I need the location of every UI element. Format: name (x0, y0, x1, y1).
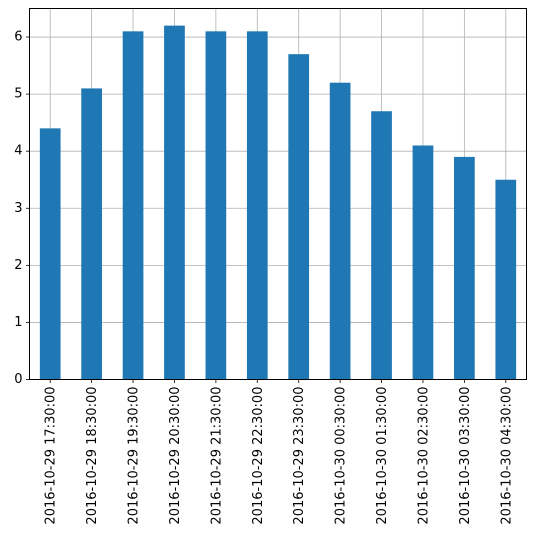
bar (495, 179, 517, 380)
bar (246, 31, 268, 380)
bar (329, 82, 351, 380)
y-tick-label: 5 (14, 87, 22, 102)
x-tick-label: 2016-10-30 01:30:00 (375, 386, 390, 524)
bar (288, 54, 310, 380)
x-tick-label: 2016-10-29 18:30:00 (85, 387, 100, 525)
x-tick-label: 2016-10-29 21:30:00 (209, 387, 224, 525)
x-tick-label: 2016-10-30 04:30:00 (499, 386, 514, 524)
x-tick-label: 2016-10-30 02:30:00 (416, 387, 431, 525)
x-tick-label: 2016-10-29 19:30:00 (127, 387, 142, 525)
y-tick-label: 3 (14, 201, 22, 216)
x-tick-label: 2016-10-30 03:30:00 (458, 387, 473, 525)
bar (454, 156, 475, 380)
y-tick-label: 1 (14, 315, 22, 330)
x-tick-label: 2016-10-30 00:30:00 (334, 387, 349, 525)
bar (39, 128, 61, 380)
x-tick-label: 2016-10-29 23:30:00 (292, 387, 307, 525)
bar (371, 111, 392, 380)
x-tick-label: 2016-10-29 20:30:00 (168, 387, 183, 525)
y-tick-label: 0 (14, 372, 22, 387)
x-tick-label: 2016-10-29 22:30:00 (251, 387, 266, 525)
y-tick-label: 6 (14, 30, 22, 45)
bar (412, 145, 434, 380)
bar (164, 25, 185, 380)
bar (81, 88, 102, 380)
x-tick-label: 2016-10-29 17:30:00 (44, 387, 59, 525)
bar (205, 31, 227, 380)
bar (122, 31, 144, 380)
y-tick-label: 4 (14, 144, 22, 159)
bar-layer (39, 25, 517, 380)
plot-frame (29, 8, 527, 380)
y-tick-label: 2 (14, 258, 22, 273)
tick-layer: 0 1 2 3 4 5 6 2016-10-29 17:30:00 2016-10-29 18:… (14, 30, 514, 525)
grid-layer (29, 8, 527, 380)
